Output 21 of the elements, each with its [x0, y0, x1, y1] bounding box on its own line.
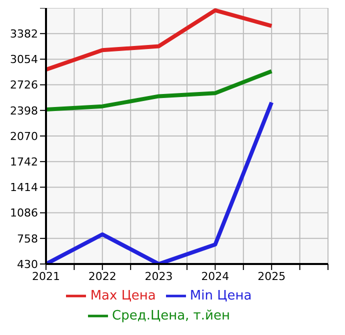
y-tick-label: 758	[17, 232, 38, 246]
line-series	[46, 100, 274, 264]
x-tick-label: 2022	[88, 270, 116, 283]
x-tick-label: 2024	[201, 270, 230, 283]
legend-label: Min Цена	[190, 288, 252, 304]
line-series	[46, 8, 274, 72]
legend-label: Сред.Цена, т.йен	[112, 308, 230, 324]
y-tick-label: 430	[17, 258, 38, 271]
y-tick-label: 3382	[10, 28, 38, 41]
y-tick-label: 3054	[10, 53, 38, 66]
y-tick-label: 2726	[10, 78, 38, 92]
x-tick-label: 2021	[32, 270, 60, 283]
y-tick-label: 1742	[10, 156, 38, 169]
line-series	[46, 69, 274, 112]
y-tick-label: 1414	[10, 181, 38, 194]
y-tick-label: 2070	[10, 130, 38, 143]
x-tick-label: 2025	[258, 270, 286, 283]
y-tick-label: 2398	[10, 104, 38, 118]
x-tick-label: 2023	[144, 270, 173, 283]
y-tick-label: 1086	[10, 206, 38, 220]
legend-label: Max Цена	[90, 288, 156, 304]
